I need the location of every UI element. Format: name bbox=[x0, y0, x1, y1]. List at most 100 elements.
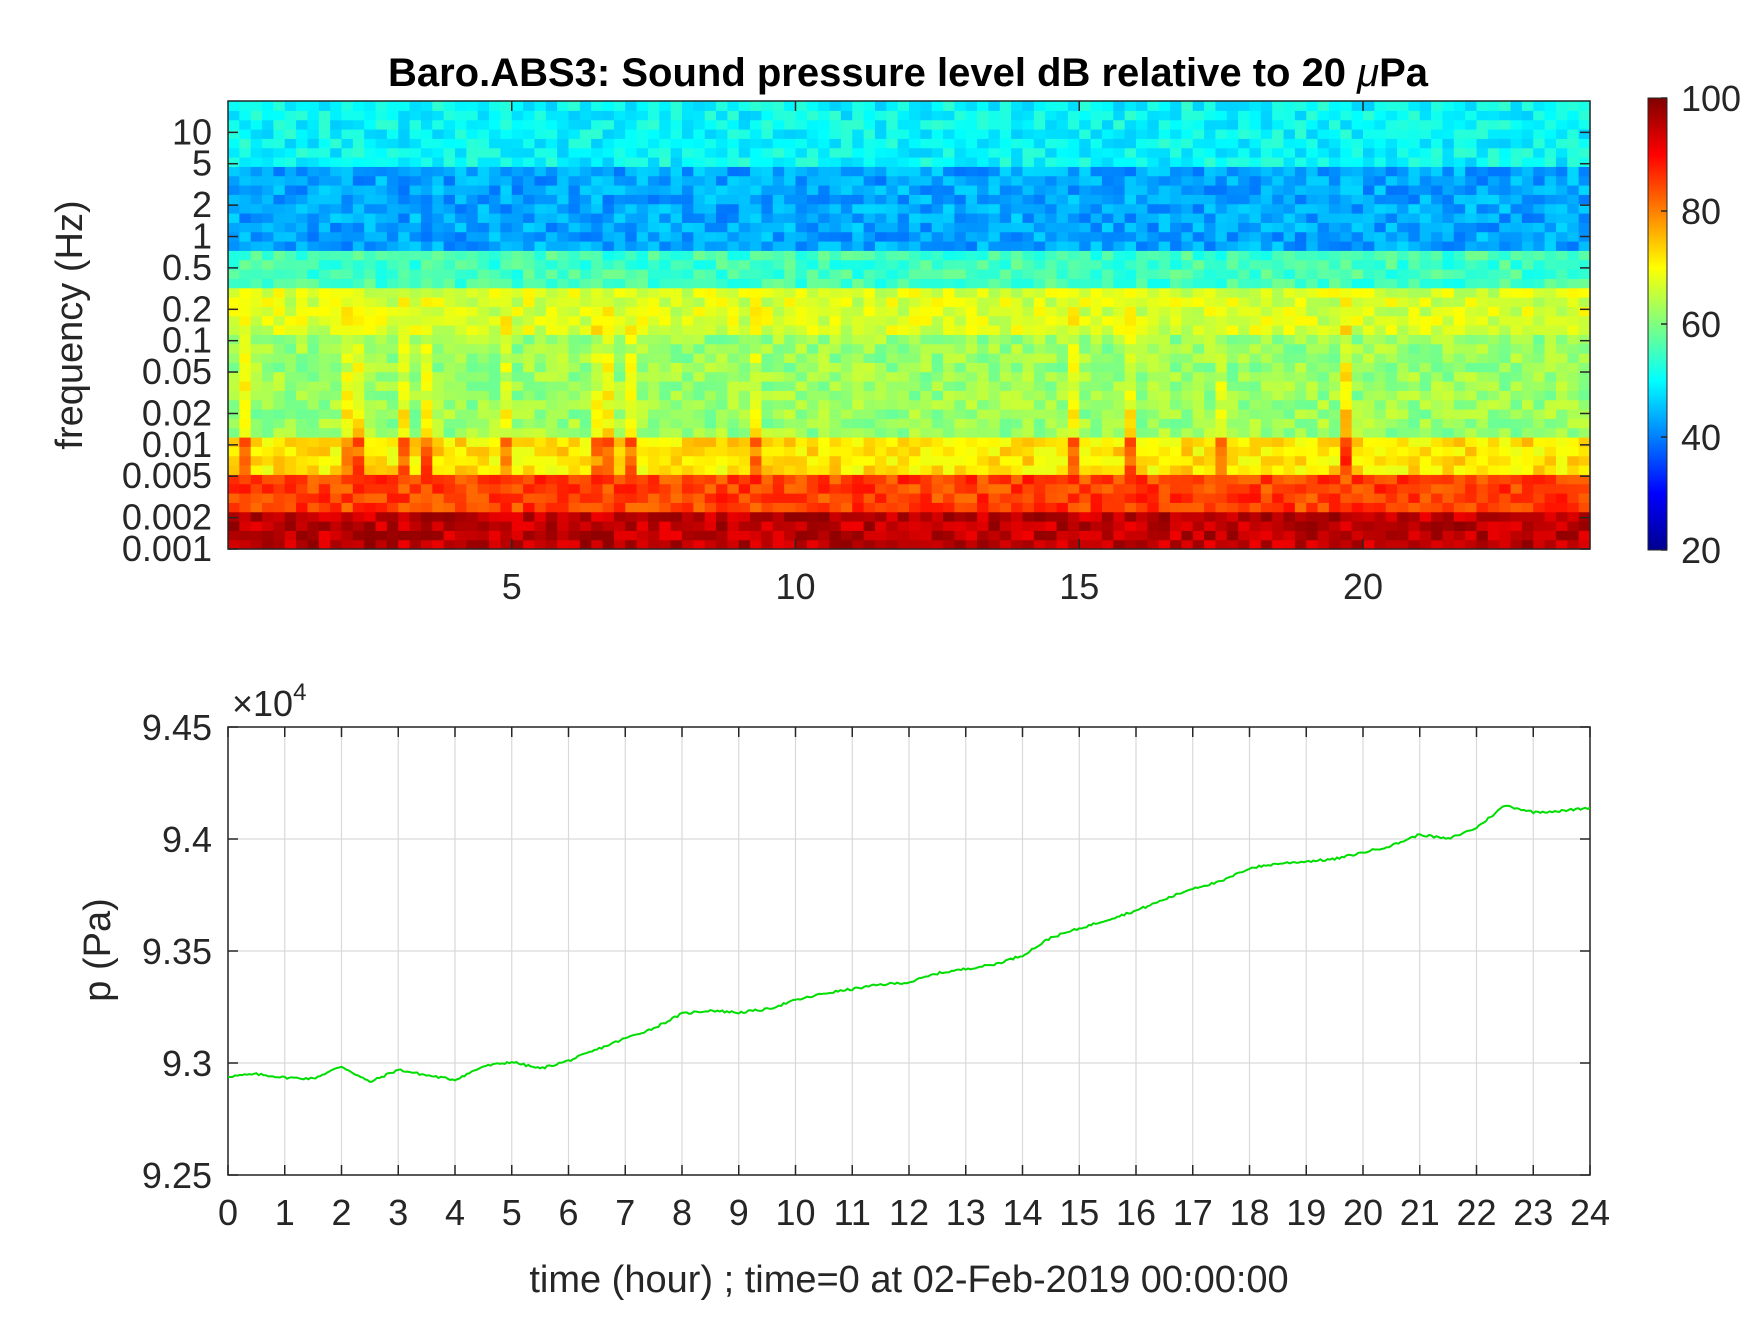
heatmap-cell bbox=[1045, 362, 1058, 373]
heatmap-cell bbox=[579, 409, 592, 419]
heatmap-cell bbox=[874, 371, 887, 382]
heatmap-cell bbox=[999, 390, 1012, 401]
heatmap-cell bbox=[296, 259, 309, 270]
heatmap-cell bbox=[341, 166, 354, 177]
heatmap-cell bbox=[466, 362, 479, 373]
heatmap-cell bbox=[761, 185, 774, 195]
heatmap-cell bbox=[636, 119, 649, 130]
heatmap-cell bbox=[250, 129, 263, 139]
heatmap-cell bbox=[1170, 241, 1182, 251]
heatmap-cell bbox=[1045, 297, 1058, 307]
heatmap-cell bbox=[579, 110, 592, 121]
heatmap-cell bbox=[977, 325, 990, 335]
heatmap-cell bbox=[341, 399, 354, 410]
heatmap-cell bbox=[1101, 101, 1114, 111]
heatmap-cell bbox=[352, 129, 365, 139]
heatmap-cell bbox=[1374, 194, 1387, 205]
heatmap-cell bbox=[364, 101, 377, 111]
heatmap-cell bbox=[647, 455, 660, 466]
heatmap-cell bbox=[511, 539, 524, 550]
heatmap-cell bbox=[874, 306, 887, 317]
heatmap-cell bbox=[1385, 175, 1398, 186]
heatmap-cell bbox=[568, 334, 581, 345]
heatmap-cell bbox=[545, 343, 558, 354]
heatmap-cell bbox=[988, 325, 1001, 335]
heatmap-cell bbox=[1170, 231, 1182, 242]
heatmap-cell bbox=[659, 530, 672, 541]
heatmap-cell bbox=[761, 213, 774, 223]
heatmap-cell bbox=[886, 521, 899, 531]
heatmap-cell bbox=[738, 381, 751, 391]
heatmap-cell bbox=[341, 185, 354, 195]
heatmap-cell bbox=[500, 222, 513, 233]
heatmap-cell bbox=[670, 306, 683, 317]
heatmap-cell bbox=[455, 306, 467, 317]
heatmap-cell bbox=[750, 194, 763, 205]
heatmap-cell bbox=[557, 418, 570, 429]
heatmap-cell bbox=[568, 213, 581, 223]
heatmap-cell bbox=[352, 101, 365, 111]
heatmap-cell bbox=[784, 250, 797, 261]
heatmap-cell bbox=[1022, 474, 1035, 485]
heatmap-cell bbox=[1147, 110, 1160, 121]
heatmap-cell bbox=[432, 390, 445, 401]
heatmap-cell bbox=[386, 203, 399, 214]
heatmap-cell bbox=[931, 427, 944, 438]
heatmap-cell bbox=[534, 194, 547, 205]
heatmap-cell bbox=[1249, 241, 1262, 251]
heatmap-cell bbox=[738, 343, 751, 354]
heatmap-cell bbox=[716, 297, 728, 307]
heatmap-cell bbox=[784, 399, 797, 410]
heatmap-cell bbox=[761, 437, 774, 447]
heatmap-cell bbox=[1351, 194, 1364, 205]
heatmap-cell bbox=[579, 381, 592, 391]
heatmap-cell bbox=[613, 259, 626, 270]
heatmap-cell bbox=[670, 166, 683, 177]
heatmap-cell bbox=[341, 297, 354, 307]
heatmap-cell bbox=[613, 119, 626, 130]
heatmap-cell bbox=[625, 390, 638, 401]
heatmap-cell bbox=[579, 101, 592, 111]
heatmap-cell bbox=[523, 446, 536, 457]
heatmap-cell bbox=[307, 315, 320, 326]
heatmap-cell bbox=[636, 138, 649, 149]
heatmap-cell bbox=[693, 539, 706, 550]
heatmap-cell bbox=[852, 259, 865, 270]
heatmap-cell bbox=[1192, 511, 1205, 522]
heatmap-cell bbox=[602, 213, 615, 223]
heatmap-cell bbox=[1181, 521, 1194, 531]
heatmap-cell bbox=[1317, 315, 1330, 326]
heatmap-cell bbox=[568, 250, 581, 261]
heatmap-cell bbox=[341, 362, 354, 373]
heatmap-cell bbox=[1226, 530, 1239, 541]
heatmap-cell bbox=[1192, 353, 1205, 363]
heatmap-cell bbox=[1283, 390, 1296, 401]
heatmap-cell bbox=[1249, 446, 1262, 457]
heatmap-cell bbox=[1294, 381, 1307, 391]
heatmap-cell bbox=[455, 539, 467, 550]
heatmap-cell bbox=[330, 138, 343, 149]
heatmap-cell bbox=[477, 185, 490, 195]
heatmap-cell bbox=[1283, 334, 1296, 345]
heatmap-cell bbox=[999, 138, 1012, 149]
heatmap-cell bbox=[954, 166, 967, 177]
heatmap-cell bbox=[1136, 231, 1148, 242]
spectrogram-title: Baro.ABS3: Sound pressure level dB relat… bbox=[388, 51, 1429, 95]
heatmap-cell bbox=[1294, 474, 1307, 485]
heatmap-cell bbox=[591, 269, 604, 279]
heatmap-cell bbox=[1374, 110, 1387, 121]
heatmap-cell bbox=[500, 231, 513, 242]
heatmap-cell bbox=[806, 530, 819, 541]
heatmap-cell bbox=[761, 446, 774, 457]
heatmap-cell bbox=[1340, 427, 1353, 438]
heatmap-cell bbox=[659, 231, 672, 242]
heatmap-cell bbox=[1215, 259, 1228, 270]
heatmap-cell bbox=[455, 381, 467, 391]
heatmap-cell bbox=[693, 259, 706, 270]
heatmap-cell bbox=[772, 325, 785, 335]
heatmap-cell bbox=[613, 502, 626, 513]
heatmap-cell bbox=[1113, 362, 1126, 373]
heatmap-cell bbox=[659, 241, 672, 251]
heatmap-cell bbox=[943, 138, 955, 149]
heatmap-cell bbox=[1238, 119, 1251, 130]
